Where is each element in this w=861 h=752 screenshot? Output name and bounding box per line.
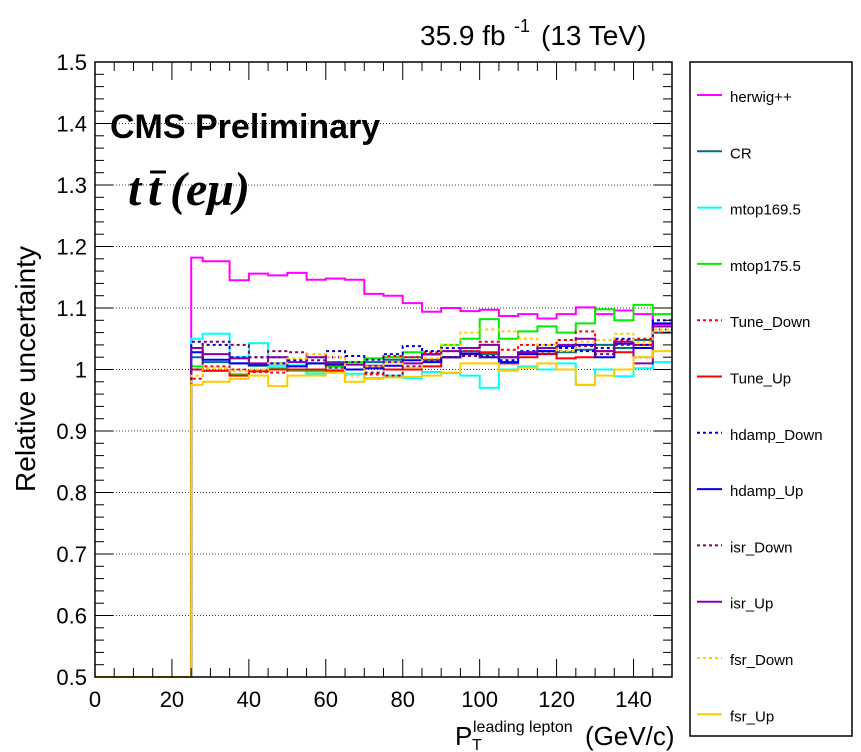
- axis-ticks: [94, 61, 673, 678]
- process-label-channel: (eμ): [170, 163, 250, 216]
- series-line-herwig-: [95, 256, 672, 678]
- y-tick-label: 1.1: [56, 296, 87, 321]
- x-tick-label: 60: [314, 687, 338, 712]
- series-line-tune-down: [95, 330, 672, 678]
- series-line-fsr-down: [95, 328, 672, 678]
- legend-label: herwig++: [730, 89, 792, 106]
- legend-label: mtop175.5: [730, 258, 801, 275]
- legend-label: Tune_Down: [730, 314, 810, 331]
- x-tick-label: 20: [160, 687, 184, 712]
- y-tick-label: 0.5: [56, 665, 87, 690]
- y-tick-label: 0.6: [56, 604, 87, 629]
- legend-label: isr_Down: [730, 539, 793, 556]
- legend-label: hdamp_Down: [730, 427, 823, 444]
- legend-label: CR: [730, 145, 752, 162]
- x-tick-label: 120: [538, 687, 575, 712]
- cms-label: CMS Preliminary: [110, 108, 380, 146]
- legend: herwig++ CR mtop169.5 mtop175.5 Tune_Down Tun…: [697, 89, 823, 725]
- y-tick-label: 1.5: [56, 50, 87, 75]
- x-tick-label: 140: [615, 687, 652, 712]
- y-tick-label: 1: [75, 358, 87, 383]
- series-lines: [95, 256, 672, 678]
- process-label-t2: t: [148, 163, 163, 216]
- legend-label: fsr_Down: [730, 652, 793, 669]
- series-line-isr-down: [95, 328, 672, 678]
- y-tick-label: 0.9: [56, 419, 87, 444]
- legend-label: mtop169.5: [730, 202, 801, 219]
- lumi-text: 35.9 fb: [420, 20, 506, 51]
- y-tick-label: 0.7: [56, 542, 87, 567]
- series-line-hdamp-down: [95, 319, 672, 678]
- x-axis-label-main: P: [455, 721, 472, 751]
- y-tick-label: 1.3: [56, 173, 87, 198]
- process-label-t1: t: [128, 163, 143, 216]
- legend-label: isr_Up: [730, 596, 773, 613]
- series-line-isr-up: [95, 325, 672, 678]
- y-tick-label: 1.2: [56, 235, 87, 260]
- x-axis-label-sup: leading lepton: [473, 719, 573, 736]
- x-axis-label-unit: (GeV/c): [585, 721, 675, 751]
- tick-labels: 0.5 0.6 0.7 0.8 0.9 1 1.1 1.2 1.3 1.4 1.5 0 20 40 60 80…: [56, 50, 651, 712]
- series-line-fsr-up: [95, 350, 672, 678]
- legend-label: Tune_Up: [730, 371, 791, 388]
- lumi-superscript: -1: [514, 16, 530, 36]
- y-axis-label: Relative uncertainty: [10, 246, 41, 492]
- energy-text: (13 TeV): [541, 20, 646, 51]
- y-tick-label: 0.8: [56, 481, 87, 506]
- legend-label: hdamp_Up: [730, 483, 803, 500]
- legend-label: fsr_Up: [730, 708, 774, 725]
- x-tick-label: 0: [89, 687, 101, 712]
- x-tick-label: 40: [237, 687, 261, 712]
- x-tick-label: 100: [461, 687, 498, 712]
- x-axis-label-sub: T: [472, 737, 482, 752]
- legend-box: [689, 61, 853, 737]
- x-tick-label: 80: [390, 687, 414, 712]
- y-tick-label: 1.4: [56, 112, 87, 137]
